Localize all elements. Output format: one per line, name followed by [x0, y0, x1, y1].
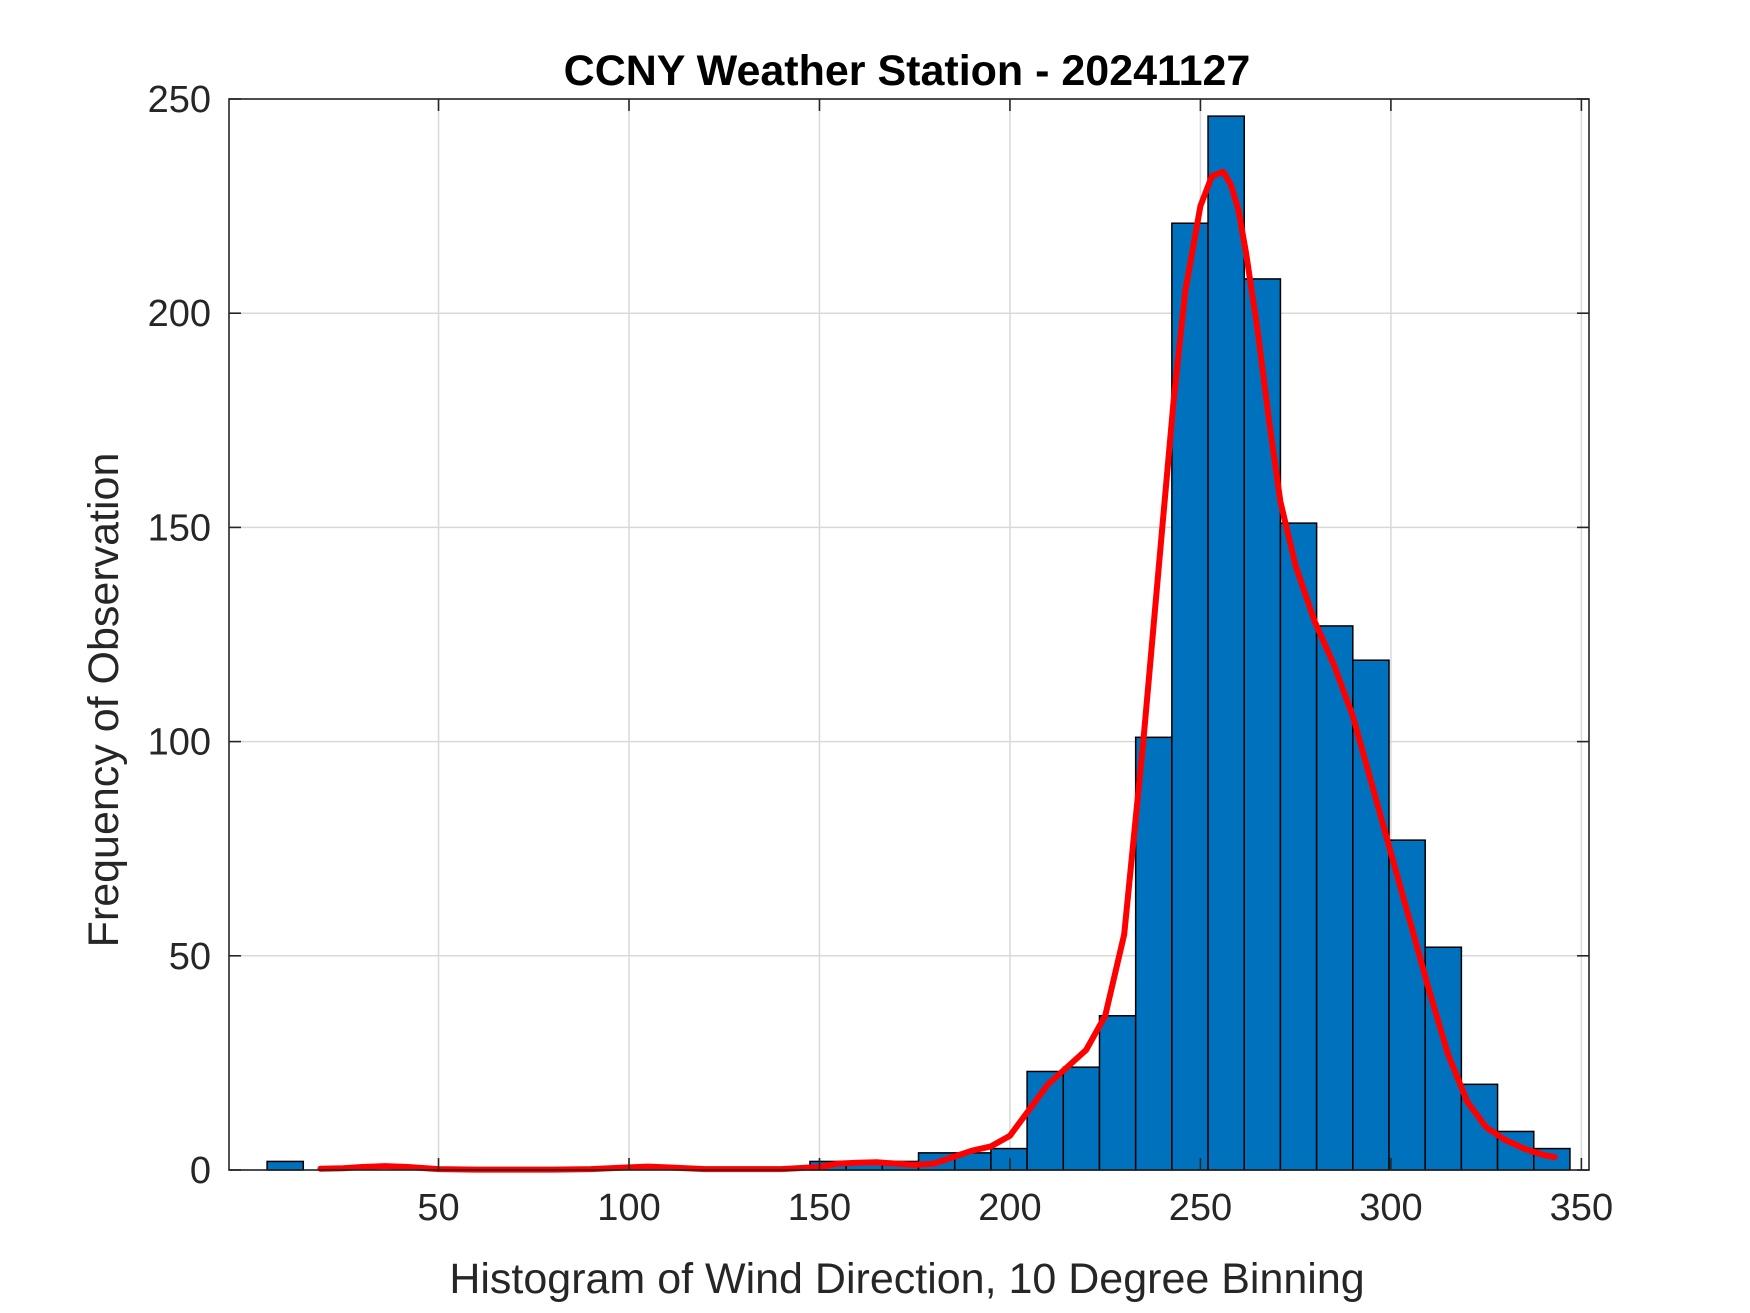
histogram-bars	[266, 115, 1571, 1171]
x-axis-label: Histogram of Wind Direction, 10 Degree B…	[449, 1255, 1364, 1303]
y-tick-label: 200	[148, 293, 211, 335]
histogram-bar	[1207, 115, 1245, 1171]
y-tick-label: 50	[169, 936, 211, 978]
x-tick-label: 50	[417, 1187, 459, 1229]
y-axis-tick-labels: 0 50 100 150 200 250	[148, 79, 211, 1192]
y-tick-label: 0	[190, 1150, 211, 1192]
x-tick-label: 300	[1359, 1187, 1422, 1229]
histogram-bar	[1315, 625, 1354, 1171]
histogram-bar	[1134, 736, 1173, 1171]
histogram-bar	[1388, 839, 1426, 1171]
x-tick-label: 200	[978, 1187, 1041, 1229]
x-tick-label: 100	[597, 1187, 660, 1229]
plot-area-frame	[228, 98, 1590, 1171]
y-axis-label: Frequency of Observation	[80, 453, 128, 948]
histogram-bar	[266, 1160, 305, 1171]
histogram-bar	[1279, 522, 1318, 1171]
histogram-bar	[1243, 278, 1282, 1171]
y-tick-label: 100	[148, 722, 211, 764]
y-tick-label: 250	[148, 79, 211, 121]
x-tick-label: 250	[1169, 1187, 1232, 1229]
x-axis-tick-labels: 50 100 150 200 250 300 350	[417, 1187, 1613, 1229]
x-tick-label: 350	[1550, 1187, 1613, 1229]
histogram-bar	[1098, 1015, 1137, 1171]
histogram-bar	[990, 1147, 1028, 1171]
axis-ticks	[229, 98, 1589, 1171]
y-tick-label: 150	[148, 507, 211, 549]
histogram-bar	[1062, 1066, 1101, 1171]
chart-title: CCNY Weather Station - 20241127	[564, 47, 1251, 95]
x-tick-label: 150	[788, 1187, 851, 1229]
histogram-bar	[1424, 946, 1463, 1171]
